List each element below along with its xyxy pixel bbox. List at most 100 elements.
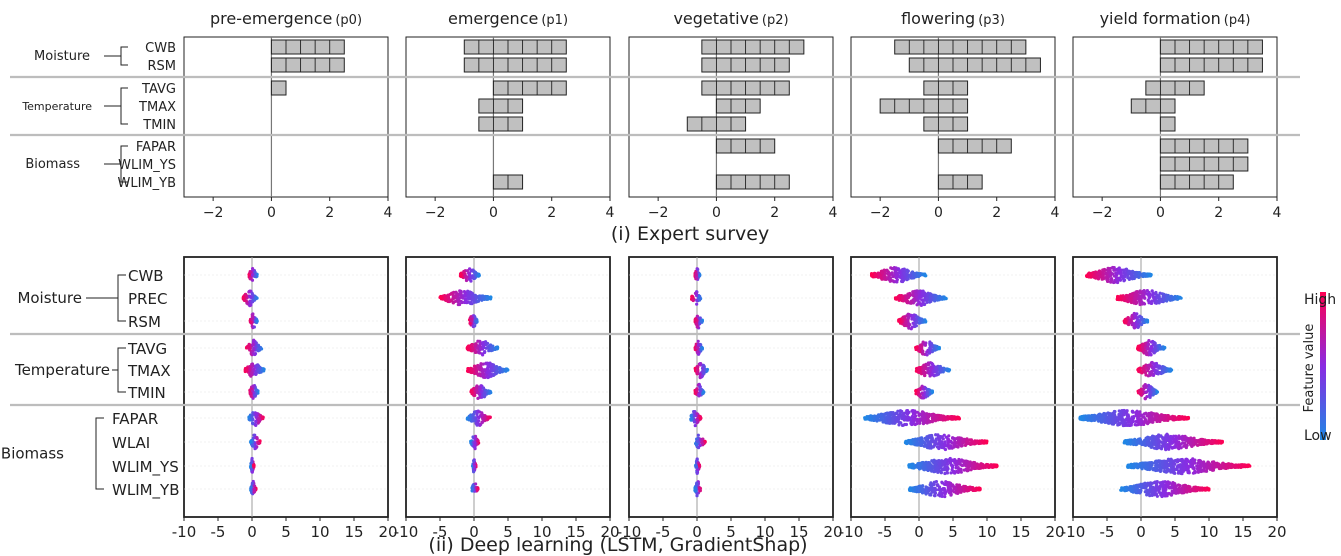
survey-bar-FAPAR — [1159, 138, 1249, 154]
survey-panel-frame — [628, 36, 834, 198]
dl-swarm-FAPAR — [689, 409, 703, 428]
dl-point — [935, 483, 939, 487]
dl-point — [694, 388, 699, 392]
dl-point — [695, 412, 699, 416]
dl-point — [1143, 273, 1147, 277]
dl-point — [695, 458, 699, 462]
dl-point — [471, 414, 475, 418]
dl-xtick-label: -5 — [656, 523, 671, 541]
dl-swarm-TAVG — [693, 339, 704, 356]
survey-group-1: Temperature — [21, 87, 128, 125]
dl-point — [695, 345, 699, 350]
dl-point — [470, 346, 475, 350]
dl-point — [1155, 299, 1159, 303]
dl-point — [472, 387, 476, 391]
dl-point — [884, 411, 888, 416]
expert-survey-panels: −2 0 2 4 −2 0 2 4 −2 0 2 4 −2 0 2 4 −2 0 2 4 — [183, 36, 1282, 221]
dl-point — [900, 275, 905, 279]
survey-bar-rect — [937, 138, 1012, 154]
dl-point — [473, 350, 477, 354]
dl-point — [940, 445, 944, 450]
survey-xtick-label: 4 — [1273, 205, 1282, 221]
dl-point — [1137, 271, 1141, 275]
dl-point — [467, 418, 471, 422]
survey-bar-rect — [923, 80, 969, 96]
dl-point — [696, 315, 700, 319]
dl-point — [904, 321, 908, 325]
dl-point — [1087, 274, 1091, 278]
phase-title-4: yield formation (p4) — [1100, 9, 1251, 28]
dl-point — [932, 482, 936, 486]
survey-bar-FAPAR — [715, 138, 776, 154]
dl-point — [1122, 268, 1126, 272]
survey-xtick-label: 2 — [547, 205, 556, 221]
dl-point — [471, 488, 475, 492]
dl-point — [941, 467, 945, 471]
dl-point — [1106, 270, 1111, 274]
survey-bar-WLIM_YB — [937, 174, 983, 190]
dl-point — [908, 301, 913, 305]
dl-point — [906, 312, 910, 316]
dl-point — [975, 440, 979, 444]
dl-xtick-label: -10 — [394, 523, 419, 541]
dl-point — [950, 467, 954, 472]
dl-point — [252, 352, 256, 356]
dl-xtick-label: 20 — [600, 523, 619, 541]
dl-point — [894, 273, 899, 278]
dl-point — [486, 367, 490, 371]
phase-title-code: (p1) — [541, 13, 568, 28]
dl-swarm-WLIM_YS — [907, 456, 999, 476]
dl-point — [970, 461, 975, 465]
dl-point — [477, 344, 481, 348]
dl-xtick-label: 5 — [281, 523, 291, 541]
dl-point — [255, 436, 259, 440]
dl-point — [929, 293, 933, 297]
survey-xtick-label: −2 — [870, 205, 891, 221]
dl-point — [940, 297, 944, 301]
dl-panel-p3: -10 -5 0 5 10 15 20 — [839, 256, 1065, 541]
dl-point — [701, 363, 706, 367]
survey-xtick-label: −2 — [648, 205, 669, 221]
dl-point — [898, 271, 902, 275]
survey-bar-RSM — [463, 57, 567, 73]
dl-point — [476, 396, 480, 400]
dl-point — [468, 291, 472, 295]
dl-point — [699, 320, 704, 324]
dl-point — [890, 273, 894, 277]
dl-point — [1094, 276, 1098, 280]
dl-point — [922, 371, 926, 375]
dl-point — [701, 369, 705, 373]
dl-point — [470, 342, 474, 347]
dl-point — [473, 366, 477, 370]
dl-point — [920, 391, 924, 395]
dl-point — [952, 442, 956, 446]
dl-point — [925, 296, 929, 300]
dl-point — [918, 417, 923, 421]
dl-point — [254, 372, 258, 376]
dl-point — [925, 363, 930, 367]
dl-point — [905, 441, 909, 446]
survey-bar-rect — [270, 80, 287, 96]
survey-bar-rect — [715, 174, 790, 190]
dl-point — [248, 295, 252, 299]
dl-xtick-label: -5 — [878, 523, 893, 541]
survey-bar-TMAX — [715, 98, 761, 114]
dl-point — [931, 362, 935, 367]
dl-point — [250, 371, 254, 375]
survey-bar-CWB — [894, 39, 1027, 55]
dl-panel-p4: -10 -5 0 5 10 15 20 — [1061, 256, 1287, 541]
dl-swarm-TAVG — [465, 339, 500, 357]
dl-point — [951, 464, 955, 468]
survey-xtick-label: 4 — [1051, 205, 1060, 221]
survey-bar-CWB — [463, 39, 567, 55]
dl-point — [948, 483, 952, 487]
phase-title-label: yield formation — [1100, 9, 1221, 28]
dl-point — [248, 368, 252, 372]
dl-point — [498, 368, 502, 372]
phase-title-code: (p3) — [978, 13, 1005, 28]
dl-panel-frame — [405, 256, 611, 518]
dl-point — [457, 299, 461, 304]
dl-point — [689, 417, 693, 421]
dl-point — [897, 423, 901, 427]
dl-point — [936, 493, 941, 497]
